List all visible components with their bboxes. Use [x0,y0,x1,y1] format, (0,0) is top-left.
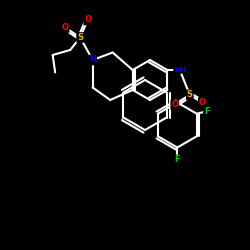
Text: O: O [84,16,91,24]
Text: O: O [171,100,178,110]
Text: F: F [204,107,210,116]
Text: F: F [174,156,180,164]
Text: O: O [62,23,69,32]
Text: N: N [89,56,96,64]
Text: O: O [199,98,206,107]
Text: S: S [77,33,83,42]
Text: NH: NH [174,67,186,73]
Text: S: S [187,90,193,100]
